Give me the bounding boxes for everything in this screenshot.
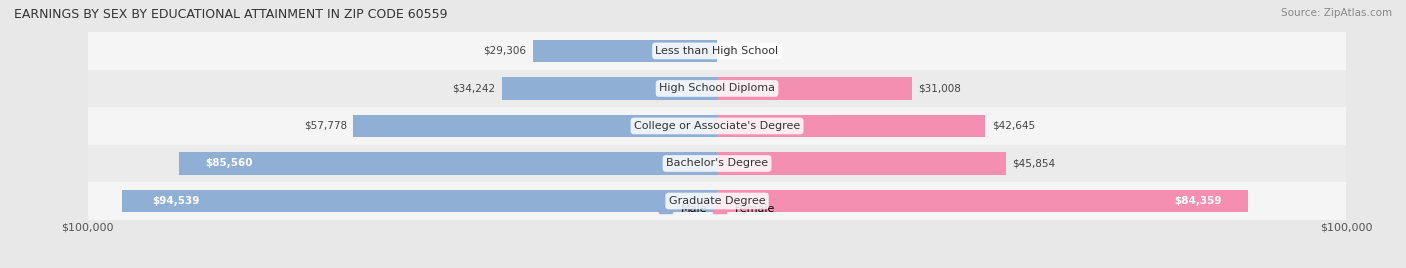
Text: College or Associate's Degree: College or Associate's Degree	[634, 121, 800, 131]
Legend: Male, Female: Male, Female	[654, 198, 780, 218]
Bar	[717, 190, 1249, 212]
Bar	[353, 115, 717, 137]
Text: Source: ZipAtlas.com: Source: ZipAtlas.com	[1281, 8, 1392, 18]
Text: Less than High School: Less than High School	[655, 46, 779, 56]
Text: $42,645: $42,645	[991, 121, 1035, 131]
Text: $31,008: $31,008	[918, 83, 962, 94]
Bar	[122, 190, 717, 212]
Text: $84,359: $84,359	[1174, 196, 1222, 206]
Bar	[87, 70, 1347, 107]
Bar	[87, 145, 1347, 182]
Text: $29,306: $29,306	[484, 46, 526, 56]
Text: $85,560: $85,560	[205, 158, 253, 169]
Text: $45,854: $45,854	[1012, 158, 1054, 169]
Text: EARNINGS BY SEX BY EDUCATIONAL ATTAINMENT IN ZIP CODE 60559: EARNINGS BY SEX BY EDUCATIONAL ATTAINMEN…	[14, 8, 447, 21]
Bar	[87, 107, 1347, 145]
Bar	[87, 182, 1347, 220]
Bar	[717, 152, 1005, 175]
Text: $0: $0	[723, 46, 737, 56]
Bar	[533, 40, 717, 62]
Bar	[179, 152, 717, 175]
Text: $57,778: $57,778	[304, 121, 347, 131]
Text: Bachelor's Degree: Bachelor's Degree	[666, 158, 768, 169]
Text: $34,242: $34,242	[453, 83, 495, 94]
Bar	[717, 115, 986, 137]
Text: Graduate Degree: Graduate Degree	[669, 196, 765, 206]
Text: High School Diploma: High School Diploma	[659, 83, 775, 94]
Bar	[717, 77, 912, 100]
Text: $94,539: $94,539	[152, 196, 200, 206]
Bar	[87, 32, 1347, 70]
Bar	[502, 77, 717, 100]
